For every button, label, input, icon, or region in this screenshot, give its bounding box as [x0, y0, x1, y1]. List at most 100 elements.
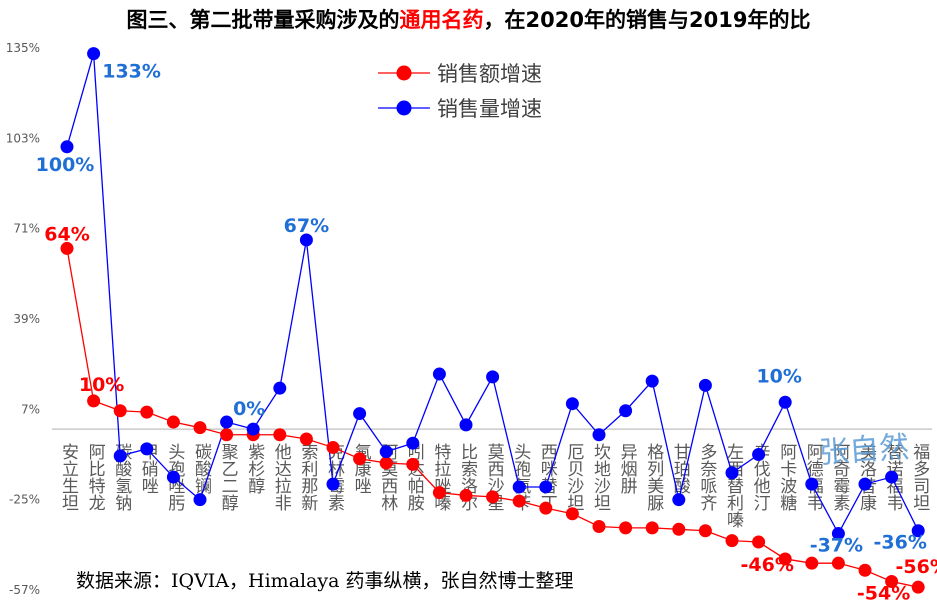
data-point-sales-amount: [672, 522, 686, 536]
data-point-sales-amount: [60, 241, 74, 255]
data-point-sales-amount: [911, 580, 925, 594]
y-tick-label: 7%: [21, 402, 40, 416]
category-label: 左西替利嗪: [723, 443, 744, 528]
data-point-sales-volume: [645, 374, 659, 388]
data-point-sales-amount: [459, 488, 473, 502]
category-label: 阿奇霉素: [829, 443, 850, 511]
y-tick-label: 39%: [13, 312, 40, 326]
data-label: 133%: [102, 61, 161, 83]
y-tick-label: 135%: [6, 41, 40, 55]
category-label: 阿比特龙: [85, 443, 106, 511]
category-label: 甘珀酸: [670, 443, 691, 494]
data-point-sales-amount: [805, 556, 819, 570]
data-point-sales-volume: [805, 477, 819, 491]
data-point-sales-volume: [166, 470, 180, 484]
category-label: 美洛昔康: [856, 443, 877, 511]
data-label: 64%: [44, 223, 89, 245]
category-label: 他达拉非: [271, 443, 292, 511]
legend-label-sales-amount: 销售额增速: [437, 62, 542, 86]
data-point-sales-amount: [778, 552, 792, 566]
data-point-sales-amount: [353, 452, 367, 466]
category-label: 异烟肼: [617, 443, 638, 495]
source-note: 数据来源：IQVIA，Himalaya 药事纵横，张自然博士整理: [76, 570, 574, 592]
data-point-sales-volume: [273, 381, 287, 395]
x-axis-categories: 安立生坦阿比特龙碳酸氢钠甲硝唑头孢唑肟碳酸镧聚乙二醇紫杉醇他达拉非索利那新克林霉…: [58, 443, 930, 528]
data-label: 0%: [233, 398, 265, 420]
data-point-sales-volume: [858, 477, 872, 491]
data-point-sales-amount: [113, 404, 127, 418]
data-point-sales-volume: [326, 477, 340, 491]
title-after: ，在2020年的销售与2019年的比: [483, 8, 811, 32]
data-point-sales-amount: [858, 563, 872, 577]
category-label: 西咪替丁: [537, 443, 558, 511]
data-point-sales-amount: [752, 535, 766, 549]
data-point-sales-volume: [831, 527, 845, 541]
data-label: 10%: [756, 365, 801, 387]
data-point-sales-amount: [193, 421, 207, 435]
data-point-sales-amount: [166, 415, 180, 429]
data-point-sales-amount: [619, 521, 633, 535]
data-labels: 133% 100% 64% 10% 67% 0% 10% -37% -36% -46% -54% -5…: [36, 61, 937, 603]
y-axis: 135% 103% 71% 39% 7% -25% -57%: [6, 41, 40, 597]
data-point-sales-amount: [565, 507, 579, 521]
data-point-sales-volume: [193, 493, 207, 507]
category-label: 紫杉醇: [244, 443, 265, 494]
category-label: 头孢氨苄: [510, 443, 531, 511]
title-highlight: 通用名药: [399, 8, 484, 32]
y-tick-label: -57%: [9, 583, 40, 597]
data-point-sales-amount: [592, 519, 606, 533]
data-point-sales-volume: [592, 428, 606, 442]
data-point-sales-volume: [698, 378, 712, 392]
data-point-sales-volume: [459, 418, 473, 432]
data-label: 100%: [36, 154, 95, 176]
data-point-sales-amount: [273, 428, 287, 442]
category-label: 氟康唑: [351, 443, 372, 494]
category-label: 福多司坦: [909, 443, 930, 511]
category-label: 辛伐他汀: [750, 443, 771, 511]
data-label: -54%: [857, 583, 910, 603]
data-point-sales-amount: [486, 490, 500, 504]
watermark: 张自然: [818, 430, 910, 471]
category-label: 阿卡波糖: [776, 443, 797, 511]
data-point-sales-volume: [140, 442, 154, 456]
data-label: -46%: [741, 554, 794, 576]
data-point-sales-volume: [87, 47, 101, 61]
data-label: -37%: [810, 535, 863, 557]
data-label: -56%: [896, 556, 937, 578]
data-point-sales-volume: [911, 524, 925, 538]
data-point-sales-amount: [87, 394, 101, 408]
category-label: 阿德福韦: [803, 443, 824, 511]
y-tick-label: 103%: [6, 131, 40, 145]
data-point-sales-amount: [539, 501, 553, 515]
data-point-sales-amount: [379, 456, 393, 470]
category-label: 碳酸镧: [191, 443, 212, 495]
data-point-sales-amount: [220, 428, 234, 442]
category-label: 吲达帕胺: [404, 443, 425, 511]
data-label: 10%: [79, 374, 124, 396]
data-point-sales-volume: [246, 422, 260, 436]
data-point-sales-volume: [432, 367, 446, 381]
data-point-sales-amount: [831, 556, 845, 570]
data-point-sales-volume: [885, 470, 899, 484]
data-point-sales-volume: [353, 407, 367, 421]
legend-marker-sales-volume: [396, 100, 412, 116]
data-label: -36%: [874, 532, 927, 554]
category-label: 厄贝沙坦: [563, 443, 584, 511]
data-point-sales-volume: [512, 480, 526, 494]
legend-label-sales-volume: 销售量增速: [437, 97, 542, 121]
data-point-sales-amount: [725, 534, 739, 548]
data-point-sales-volume: [406, 436, 420, 450]
title-before: 图三、第二批带量采购涉及的: [126, 8, 400, 32]
data-point-sales-amount: [645, 521, 659, 535]
data-point-sales-volume: [565, 397, 579, 411]
data-point-sales-volume: [619, 404, 633, 418]
data-point-sales-amount: [698, 524, 712, 538]
category-label: 安立生坦: [58, 443, 79, 511]
data-point-sales-amount: [140, 405, 154, 419]
legend: 销售额增速 销售量增速: [378, 62, 542, 121]
data-point-sales-amount: [326, 440, 340, 454]
series-layer: [60, 47, 925, 594]
data-point-sales-volume: [379, 445, 393, 459]
data-point-sales-volume: [299, 233, 313, 247]
